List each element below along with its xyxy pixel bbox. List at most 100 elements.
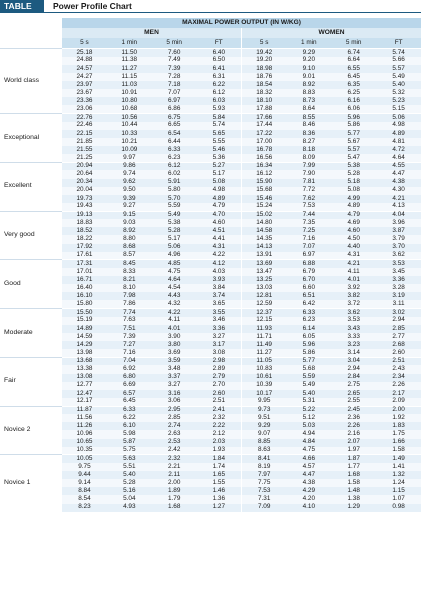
table-cell: 4.99	[331, 195, 377, 203]
table-cell: 2.32	[196, 414, 242, 423]
table-cell: 1.68	[151, 503, 197, 512]
table-cell: 4.81	[376, 138, 421, 146]
table-cell: 3.46	[196, 317, 242, 325]
table-cell: 18.83	[62, 219, 107, 228]
table-cell: 5.47	[331, 154, 377, 163]
table-cell: 4.96	[151, 251, 197, 260]
table-cell: 4.21	[331, 259, 377, 268]
table-row: 14.29 7.27 3.80 3.17 11.49 5.96 3.23 2.68	[0, 341, 421, 350]
table-cell: 5.32	[376, 89, 421, 98]
table-cell: 13.03	[241, 284, 287, 293]
table-cell: 2.00	[376, 405, 421, 415]
table-cell: 9.73	[241, 405, 287, 415]
table-cell: 5.80	[151, 187, 197, 195]
table-row: World class 25.18 11.50 7.60 6.40 19.42 9.29 6.…	[0, 47, 421, 114]
table-cell: 17.22	[241, 130, 287, 138]
column-header: 1 min	[106, 38, 152, 49]
table-row: 18.83 9.03 5.38 4.60 14.80 7.35 4.69 3.96	[0, 219, 421, 228]
table-cell: 7.09	[241, 503, 287, 512]
table-cell: 21.85	[62, 138, 107, 146]
table-cell: 2.26	[376, 382, 421, 390]
table-cell: 10.21	[106, 138, 152, 146]
table-cell: 11.15	[106, 73, 152, 81]
table-cell: 24.88	[62, 57, 107, 65]
table-cell: 11.50	[106, 47, 152, 57]
table-cell: 12.59	[241, 300, 287, 309]
table-cell: 5.77	[331, 130, 377, 138]
table-cell: 2.85	[151, 414, 197, 423]
table-row: 10.65 5.87 2.53 2.03 8.85 4.84 2.07 1.66	[0, 438, 421, 447]
table-cell: 5.22	[286, 405, 332, 415]
table-cell: 4.93	[106, 503, 152, 512]
table-cell: 13.47	[241, 268, 287, 276]
table-cell: 2.68	[376, 341, 421, 350]
table-cell: 6.02	[151, 170, 197, 179]
table-cell: 3.28	[376, 284, 421, 293]
table-cell: 1.41	[376, 463, 421, 471]
table-cell: 4.47	[376, 170, 421, 179]
table-cell: 5.84	[196, 112, 242, 122]
table-cell: 12.15	[241, 317, 287, 325]
table-cell: 5.93	[196, 105, 242, 114]
table-cell: 9.75	[62, 463, 107, 471]
table-cell: 5.08	[196, 178, 242, 187]
table-cell: 9.27	[106, 203, 152, 211]
table-cell: 5.63	[106, 454, 152, 463]
table-cell: 2.09	[376, 398, 421, 406]
table-row: 23.97 11.03 7.18 6.22 18.54 8.92 6.35 5.40	[0, 81, 421, 90]
table-cell: 6.97	[286, 251, 332, 260]
table-cell: 5.74	[376, 47, 421, 57]
corner-cell	[0, 18, 62, 28]
table-row: 24.57 11.27 7.39 6.41 18.98 9.10 6.55 5.57	[0, 65, 421, 73]
table-cell: 11.38	[106, 57, 152, 65]
table-cell: 6.45	[331, 73, 377, 81]
table-cell: 1.87	[331, 454, 377, 463]
table-cell: 10.05	[62, 454, 107, 463]
table-cell: 4.40	[331, 243, 377, 252]
table-cell: 2.42	[151, 446, 197, 455]
table-cell: 8.46	[286, 122, 332, 130]
table-cell: 4.21	[376, 195, 421, 203]
column-header: 5 s	[241, 38, 287, 49]
table-cell: 9.97	[106, 154, 152, 163]
table-cell: 2.70	[196, 382, 242, 390]
rating-category-label: Moderate	[0, 308, 62, 358]
table-cell: 6.22	[106, 414, 152, 423]
table-cell: 1.77	[331, 463, 377, 471]
table-cell: 8.57	[106, 251, 152, 260]
table-cell: 11.27	[241, 349, 287, 358]
power-profile-table: MAXIMAL POWER OUTPUT (IN W/KG) MEN WOMEN…	[0, 18, 421, 512]
table-cell: 8.68	[106, 243, 152, 252]
table-cell: 1.49	[376, 454, 421, 463]
table-cell: 8.92	[286, 81, 332, 90]
table-cell: 10.33	[106, 130, 152, 138]
table-row: Fair 13.68 7.04 3.59 2.98 11.05 5.77 3.04 2.51	[0, 356, 421, 406]
table-cell: 23.97	[62, 81, 107, 90]
table-cell: 7.16	[106, 349, 152, 358]
table-cell: 1.46	[196, 487, 242, 496]
table-cell: 3.59	[151, 356, 197, 366]
table-row: 10.35 5.75 2.42 1.93 8.63 4.75 1.97 1.58	[0, 446, 421, 455]
table-cell: 5.15	[376, 105, 421, 114]
table-cell: 4.85	[151, 259, 197, 268]
table-cell: 2.77	[376, 333, 421, 341]
table-row: Good 17.31 8.45 4.85 4.12 13.69 6.88 4.21 3.53	[0, 259, 421, 309]
table-cell: 5.86	[331, 122, 377, 130]
table-cell: 5.06	[376, 112, 421, 122]
table-cell: 5.96	[286, 341, 332, 350]
table-cell: 6.54	[151, 130, 197, 138]
table-cell: 5.55	[196, 138, 242, 146]
table-cell: 20.94	[62, 161, 107, 171]
table-cell: 4.64	[151, 276, 197, 285]
table-cell: 10.35	[62, 446, 107, 455]
table-cell: 5.38	[151, 219, 197, 228]
table-cell: 18.52	[62, 227, 107, 236]
table-cell: 6.31	[196, 73, 242, 81]
table-cell: 16.56	[241, 154, 287, 163]
table-cell: 7.53	[286, 203, 332, 211]
table-cell: 9.14	[62, 479, 107, 488]
table-cell: 3.90	[151, 333, 197, 341]
table-row: Excellent 20.94 9.86 6.12 5.27 16.34 7.99 5.38 4…	[0, 161, 421, 211]
table-row: 17.61 8.57 4.96 4.22 13.91 6.97 4.31 3.62	[0, 251, 421, 260]
table-row: 14.59 7.39 3.90 3.27 11.71 6.05 3.33 2.77	[0, 333, 421, 341]
